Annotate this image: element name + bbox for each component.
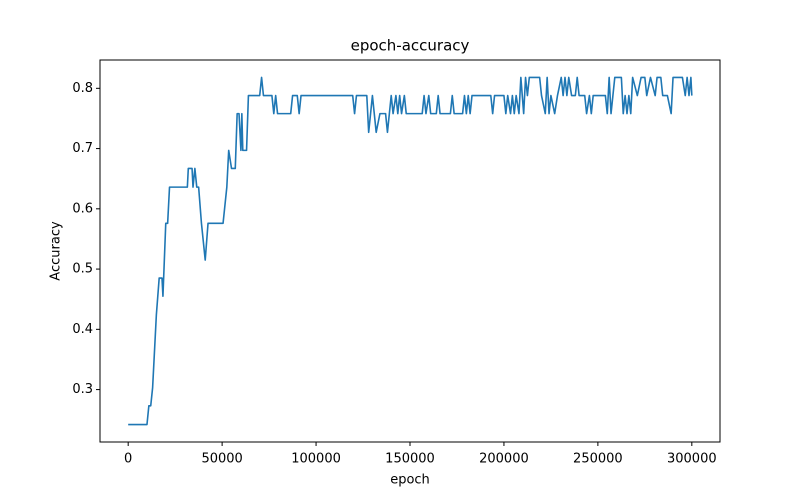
y-axis-label: Accuracy — [49, 221, 64, 281]
x-tick-label: 50000 — [201, 452, 242, 467]
y-tick-label: 0.7 — [72, 141, 93, 156]
x-tick-label: 300000 — [667, 452, 717, 467]
data-line — [128, 76, 693, 426]
x-tick-label: 0 — [124, 452, 132, 467]
y-tick-label: 0.4 — [72, 322, 93, 337]
x-axis-label: epoch — [390, 473, 430, 488]
y-tick-label: 0.3 — [72, 382, 93, 397]
x-tick-label: 150000 — [385, 452, 435, 467]
y-tick-label: 0.5 — [72, 262, 93, 277]
y-tick-label: 0.8 — [72, 81, 93, 96]
plot-frame — [99, 59, 721, 443]
x-tick-label: 100000 — [291, 452, 341, 467]
chart-title: epoch-accuracy — [351, 37, 470, 55]
x-tick-label: 200000 — [479, 452, 529, 467]
y-tick-label: 0.6 — [72, 201, 93, 216]
x-tick-label: 250000 — [573, 452, 623, 467]
